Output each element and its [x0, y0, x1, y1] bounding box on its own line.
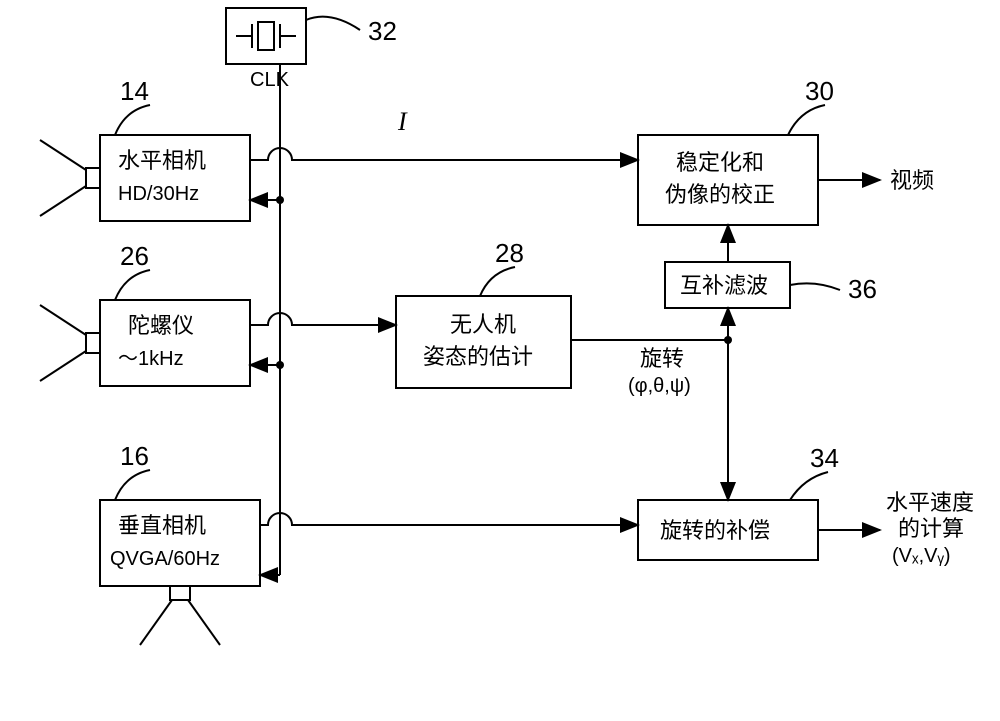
filter-label: 互补滤波	[680, 273, 768, 298]
filter-num: 36	[848, 274, 877, 304]
comp-label: 旋转的补偿	[660, 518, 770, 543]
dot-hcam	[276, 196, 284, 204]
clk-leader	[306, 17, 360, 30]
gyro-block: 陀螺仪 ～1kHz	[40, 300, 250, 386]
hspeed-label2: 的计算	[898, 516, 964, 541]
vcam-label-en: QVGA/60Hz	[110, 548, 220, 570]
stab-num: 30	[805, 76, 834, 106]
gyro-label-cn: 陀螺仪	[128, 313, 194, 338]
hcam-leader	[115, 105, 150, 135]
vcam-block: 垂直相机 QVGA/60Hz	[100, 500, 260, 645]
gyro-leader	[115, 270, 150, 300]
clk-block: CLK	[226, 8, 306, 91]
vcam-num: 16	[120, 441, 149, 471]
hcam-label-cn: 水平相机	[118, 148, 206, 173]
dot-gyro	[276, 361, 284, 369]
filter-block: 互补滤波	[665, 262, 790, 308]
gyro-to-pose	[250, 313, 396, 325]
clk-label: CLK	[250, 69, 290, 91]
comp-num: 34	[810, 443, 839, 473]
video-label: 视频	[890, 168, 934, 193]
hcam-num: 14	[120, 76, 149, 106]
comp-block: 旋转的补偿	[638, 500, 818, 560]
vcam-label-cn: 垂直相机	[118, 513, 206, 538]
I-label: I	[397, 107, 408, 136]
pose-label2: 姿态的估计	[423, 344, 533, 369]
pose-num: 28	[495, 238, 524, 268]
comp-leader	[790, 472, 828, 500]
hspeed-label3: (Vₓ,Vᵧ)	[892, 545, 951, 567]
clk-num: 32	[368, 16, 397, 46]
pose-block: 无人机 姿态的估计	[396, 296, 571, 388]
hspeed-label1: 水平速度	[886, 490, 974, 515]
pose-leader	[480, 267, 515, 296]
rot-label-cn: 旋转	[640, 346, 684, 371]
rot-label-sym: (φ,θ,ψ)	[628, 375, 691, 397]
filter-leader	[790, 283, 840, 290]
stab-label1: 稳定化和	[676, 150, 764, 175]
stab-block: 稳定化和 伪像的校正	[638, 135, 818, 225]
stab-label2: 伪像的校正	[665, 182, 775, 207]
hcam-block: 水平相机 HD/30Hz	[40, 135, 250, 221]
pose-label1: 无人机	[450, 312, 516, 337]
gyro-num: 26	[120, 241, 149, 271]
gyro-label-en: ～1kHz	[118, 348, 184, 370]
vcam-leader	[115, 470, 150, 500]
vcam-to-comp	[260, 513, 638, 525]
stab-leader	[788, 105, 825, 135]
hcam-label-en: HD/30Hz	[118, 183, 199, 205]
hcam-to-stab	[250, 148, 638, 160]
